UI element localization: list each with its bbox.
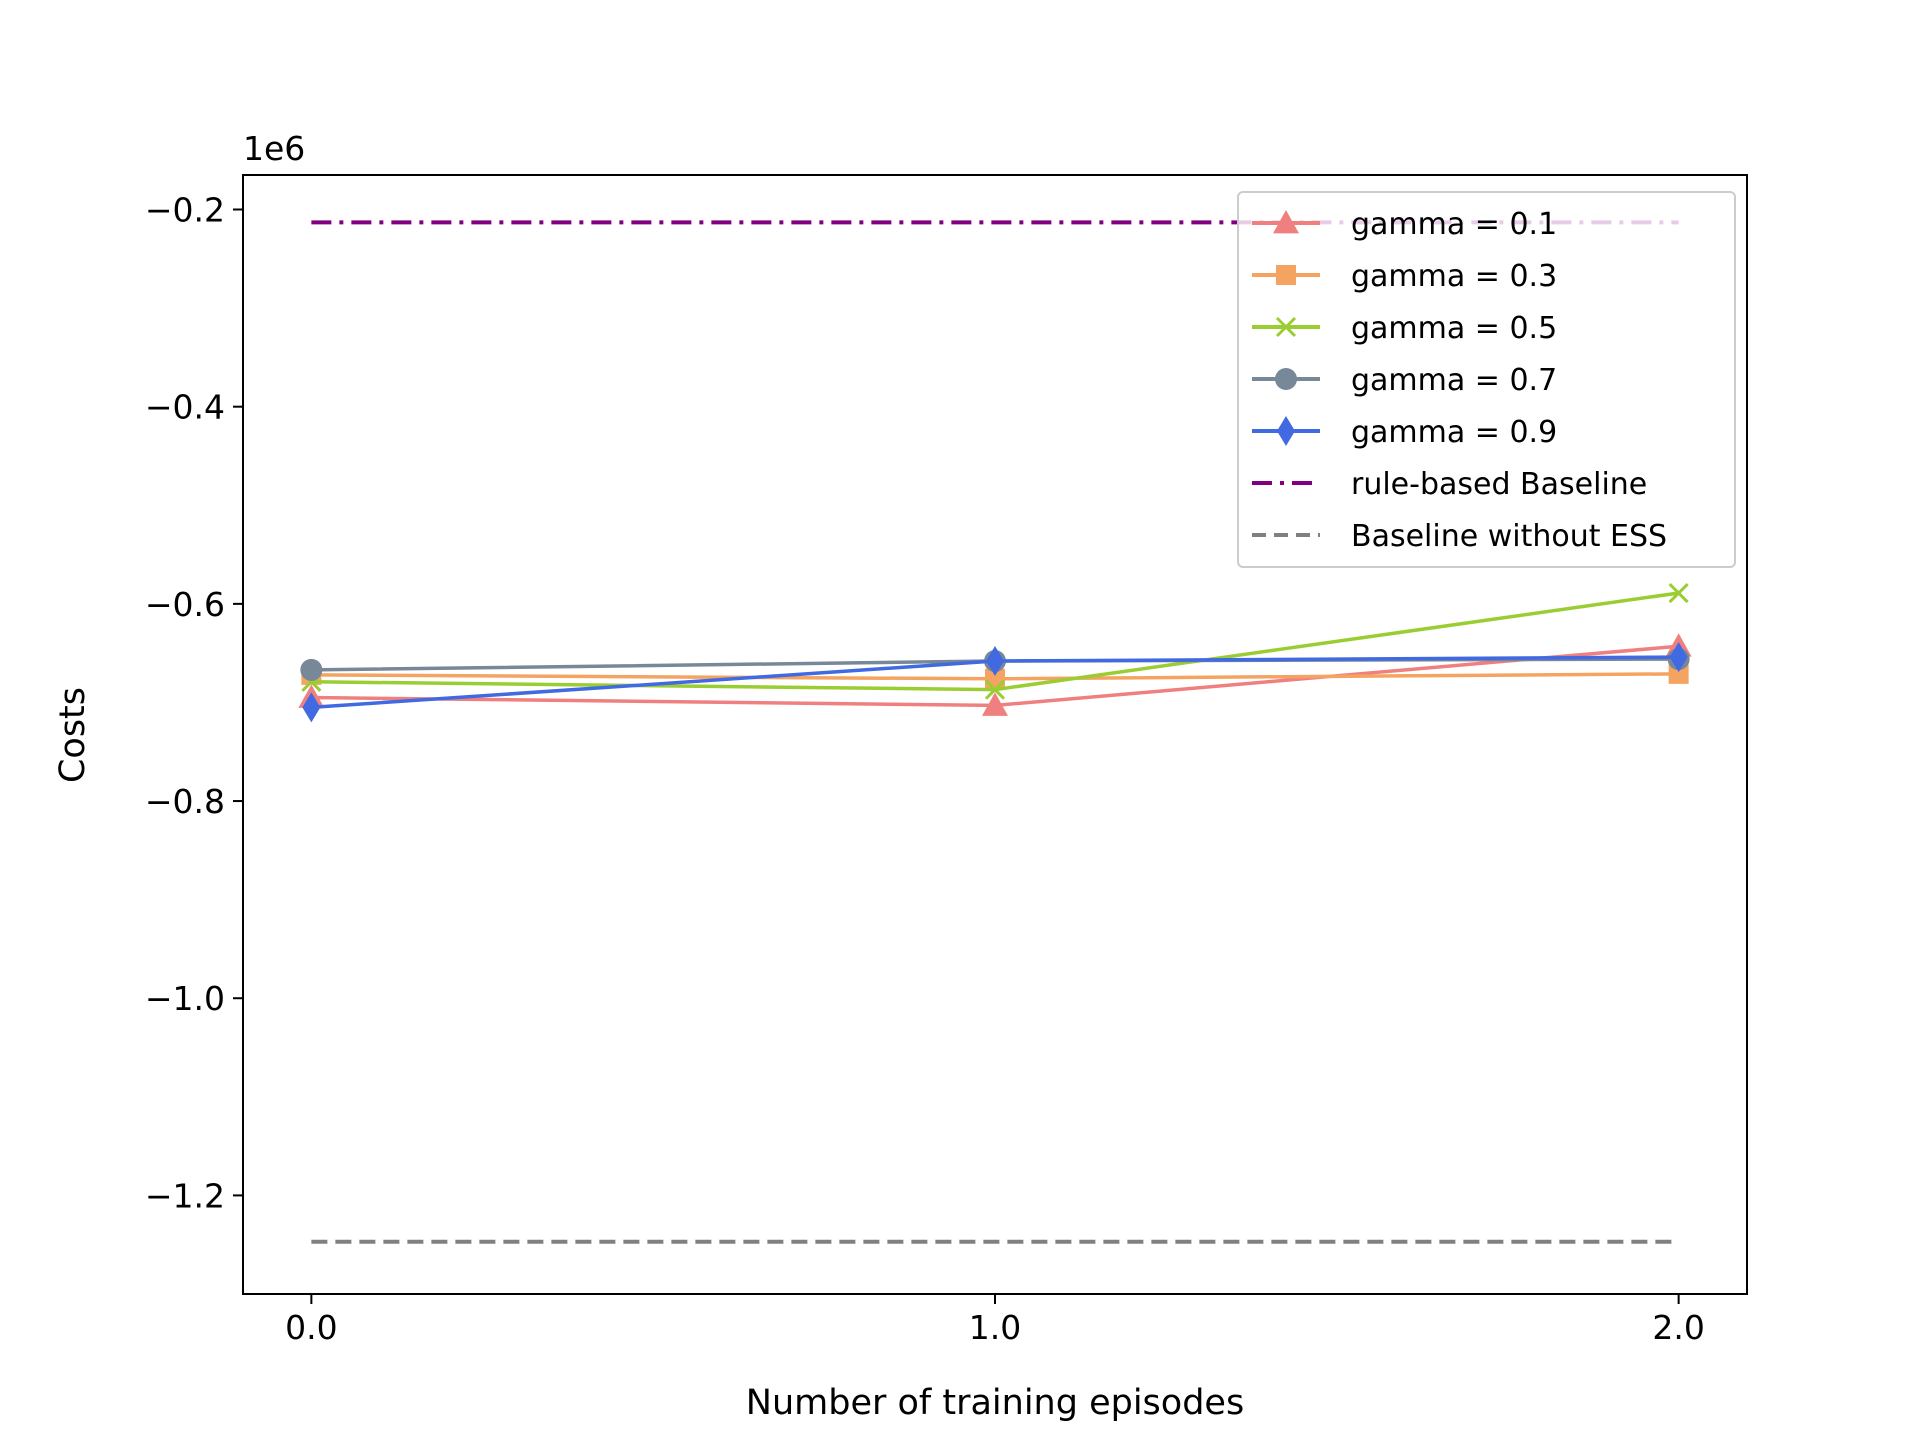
legend-marker: [1275, 368, 1297, 390]
legend-label: gamma = 0.1: [1351, 207, 1557, 242]
legend-marker: [1276, 265, 1296, 285]
x-tick-label: 1.0: [969, 1308, 1021, 1347]
x-axis-label: Number of training episodes: [746, 1383, 1244, 1423]
series-gamma-0-9: [302, 642, 1688, 723]
legend-entry: gamma = 0.7: [1252, 363, 1557, 398]
data-point: [1668, 582, 1689, 604]
x-axis: 0.0 1.0 2.0: [285, 1294, 1705, 1347]
data-point: [1669, 642, 1688, 673]
series-gamma-0-5: [301, 582, 1689, 700]
data-point: [986, 646, 1004, 677]
data-point: [302, 692, 321, 723]
data-point: [984, 679, 1006, 700]
legend-label: gamma = 0.9: [1351, 415, 1557, 450]
legend-entry: gamma = 0.9: [1252, 415, 1557, 450]
y-tick-label: −0.4: [145, 388, 225, 427]
legend-label: gamma = 0.7: [1351, 363, 1557, 398]
legend-entry: Baseline without ESS: [1252, 519, 1667, 554]
y-tick-label: −0.6: [145, 585, 225, 624]
legend-marker: [1277, 416, 1295, 446]
legend: gamma = 0.1 gamma = 0.3 gamma = 0.5 gamma =…: [1237, 191, 1736, 568]
data-point: [300, 658, 323, 681]
y-tick-label: −0.8: [145, 782, 225, 821]
x-tick-label: 0.0: [285, 1308, 337, 1347]
y-tick-label: −1.0: [145, 979, 225, 1018]
y-tick-label: −1.2: [145, 1176, 225, 1215]
y-axis: −0.2 −0.4 −0.6 −0.8 −1.0 −1.2: [145, 191, 243, 1215]
y-offset-label: 1e6: [243, 129, 305, 168]
legend-label: Baseline without ESS: [1351, 519, 1667, 554]
legend-marker: [1275, 316, 1297, 338]
legend-entry: rule-based Baseline: [1252, 467, 1647, 502]
legend-label: gamma = 0.3: [1351, 259, 1557, 294]
y-axis-label: Costs: [53, 687, 93, 783]
legend-entry: gamma = 0.1: [1252, 207, 1557, 242]
data-point: [982, 692, 1008, 716]
x-tick-label: 2.0: [1652, 1308, 1704, 1347]
legend-label: rule-based Baseline: [1351, 467, 1647, 502]
legend-entry: gamma = 0.5: [1252, 311, 1557, 346]
legend-box: [1237, 191, 1736, 568]
legend-label: gamma = 0.5: [1351, 311, 1557, 346]
legend-marker: [1273, 210, 1299, 234]
y-tick-label: −0.2: [145, 191, 225, 230]
legend-entry: gamma = 0.3: [1252, 259, 1557, 294]
